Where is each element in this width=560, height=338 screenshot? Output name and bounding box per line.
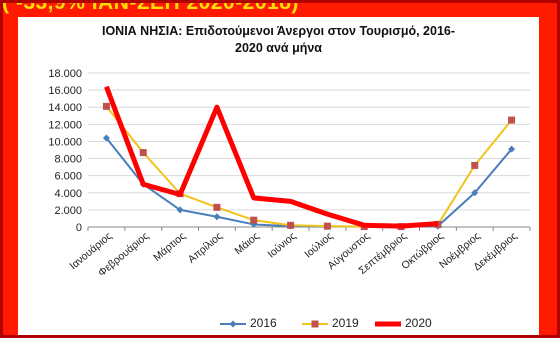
- legend-label: 2019: [332, 316, 359, 330]
- data-point-2019: [471, 161, 479, 169]
- data-point-2019: [508, 116, 516, 124]
- y-tick-label: 12.000: [48, 119, 82, 131]
- data-point-2019: [213, 203, 221, 211]
- y-tick-label: 6.000: [54, 171, 82, 183]
- series-line-2020: [104, 85, 439, 229]
- data-point-2019: [102, 102, 110, 110]
- legend-label: 2020: [405, 316, 432, 330]
- y-tick-label: 8.000: [54, 154, 82, 166]
- y-tick-label: 0: [76, 222, 82, 234]
- series-line-2019: [105, 105, 513, 228]
- legend-label: 2016: [250, 316, 277, 330]
- data-point-2019: [250, 216, 258, 224]
- banner-headline: ( -33,9% ΙΑΝ-ΣΕΠ 2020-2018): [2, 0, 299, 14]
- y-tick-label: 2.000: [54, 205, 82, 217]
- y-tick-label: 14.000: [48, 102, 82, 114]
- line-chart: 0 2.000 4.000 6.000 8.000 10.000 12.000 14.000 1…: [48, 68, 531, 279]
- chart-title-line-2: 2020 ανά μήνα: [235, 41, 322, 55]
- legend-swatch: [302, 320, 328, 328]
- chart-title-line-1: ΙΟΝΙΑ ΝΗΣΙΑ: Επιδοτούμενοι Άνεργοι στον …: [101, 24, 456, 38]
- y-tick-label: 16.000: [48, 85, 82, 97]
- data-point-2019: [287, 221, 295, 229]
- legend-swatch: [220, 320, 246, 328]
- legend-item-2019: 2019: [300, 315, 359, 333]
- y-tick-label: 18.000: [48, 68, 82, 80]
- y-tick-label: 10.000: [48, 136, 82, 148]
- data-point-2016: [102, 134, 110, 142]
- y-tick-label: 4.000: [54, 188, 82, 200]
- chart-panel: ΙΟΝΙΑ ΝΗΣΙΑ: Επιδοτούμενοι Άνεργοι στον …: [18, 17, 539, 338]
- data-point-2016: [508, 145, 516, 153]
- data-point-2019: [323, 222, 331, 230]
- legend-item-2016: 2016: [218, 315, 277, 333]
- chart-legend: 2016 2019 2020: [18, 315, 539, 333]
- legend-item-2020: 2020: [373, 315, 432, 333]
- data-point-2016: [176, 206, 184, 214]
- data-point-2016: [213, 213, 221, 221]
- legend-swatch: [375, 321, 401, 327]
- data-point-2016: [471, 189, 479, 197]
- data-point-2019: [139, 149, 147, 157]
